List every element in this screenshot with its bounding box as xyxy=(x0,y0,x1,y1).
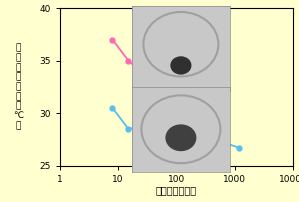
X-axis label: 接触時間（分）: 接触時間（分） xyxy=(156,185,197,195)
Circle shape xyxy=(166,125,196,150)
Text: 半
数
致
死
温
度
（
℃
）: 半 数 致 死 温 度 （ ℃ ） xyxy=(13,44,23,130)
Circle shape xyxy=(171,57,191,74)
Text: 受精後2時間: 受精後2時間 xyxy=(191,119,224,128)
Text: 受精後30時間: 受精後30時間 xyxy=(166,62,204,71)
